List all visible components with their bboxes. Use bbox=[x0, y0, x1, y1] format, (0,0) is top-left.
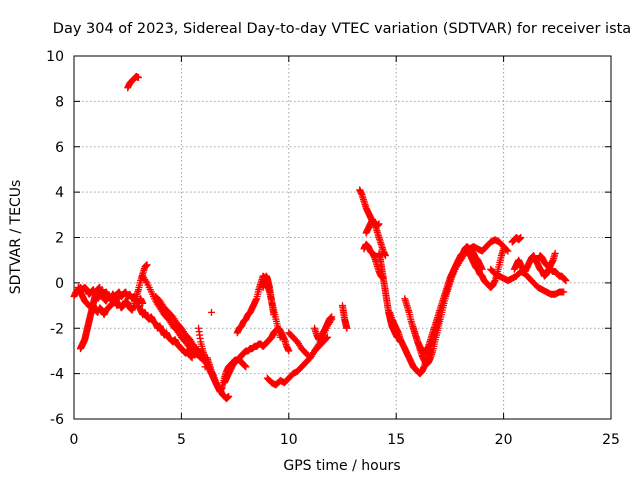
data-point-arc-05 bbox=[134, 74, 142, 82]
data-point-arc-09 bbox=[225, 392, 233, 400]
data-point-arc-02 bbox=[115, 292, 123, 300]
x-axis-label: GPS time / hours bbox=[283, 458, 400, 474]
data-point-arc-12 bbox=[276, 333, 284, 341]
y-tick-label: 10 bbox=[46, 49, 64, 65]
data-point-arc-28 bbox=[517, 234, 525, 241]
data-point-arc-16 bbox=[328, 313, 336, 321]
data-point-arc-17 bbox=[343, 324, 351, 332]
y-tick-label: -4 bbox=[50, 367, 64, 383]
data-point-arc-26 bbox=[500, 245, 508, 253]
chart-title: Day 304 of 2023, Sidereal Day-to-day VTE… bbox=[53, 21, 631, 37]
data-point-arc-11 bbox=[242, 363, 250, 371]
data-points bbox=[70, 72, 570, 403]
grid-lines bbox=[74, 56, 611, 419]
data-point-arc-27 bbox=[560, 288, 568, 296]
data-point-arc-10 bbox=[285, 347, 293, 355]
x-tick-label: 5 bbox=[177, 432, 186, 448]
x-tick-label: 15 bbox=[387, 432, 405, 448]
data-point-isolated bbox=[207, 308, 215, 316]
x-tick-labels: 0 5 10 15 20 25 bbox=[70, 432, 620, 448]
plot-frame bbox=[73, 55, 612, 420]
data-point-arc-30 bbox=[562, 277, 570, 285]
y-tick-label: 8 bbox=[55, 94, 64, 110]
x-tick-label: 0 bbox=[70, 432, 79, 448]
data-point-arc-13 bbox=[270, 311, 278, 319]
y-tick-label: 2 bbox=[55, 231, 64, 247]
data-point-arc-04 bbox=[143, 261, 151, 269]
y-tick-label: 4 bbox=[55, 185, 64, 201]
data-point-arc-20 bbox=[381, 252, 389, 260]
data-point-arc-14 bbox=[322, 334, 330, 342]
data-point-arc-29 bbox=[551, 249, 559, 257]
y-tick-labels: -6 -4 -2 0 2 4 6 8 10 bbox=[46, 49, 64, 428]
data-point-isolated bbox=[201, 363, 209, 371]
x-tick-label: 25 bbox=[602, 432, 620, 448]
y-tick-label: 0 bbox=[55, 276, 64, 292]
y-tick-label: 6 bbox=[55, 140, 64, 156]
data-point-arc-01 bbox=[139, 299, 147, 307]
y-axis-label: SDTVAR / TECUs bbox=[8, 180, 24, 295]
y-tick-label: -6 bbox=[50, 412, 64, 428]
data-point-arc-06 bbox=[188, 354, 196, 362]
x-tick-label: 10 bbox=[280, 432, 298, 448]
y-tick-label: -2 bbox=[50, 321, 64, 337]
x-tick-label: 20 bbox=[495, 432, 513, 448]
